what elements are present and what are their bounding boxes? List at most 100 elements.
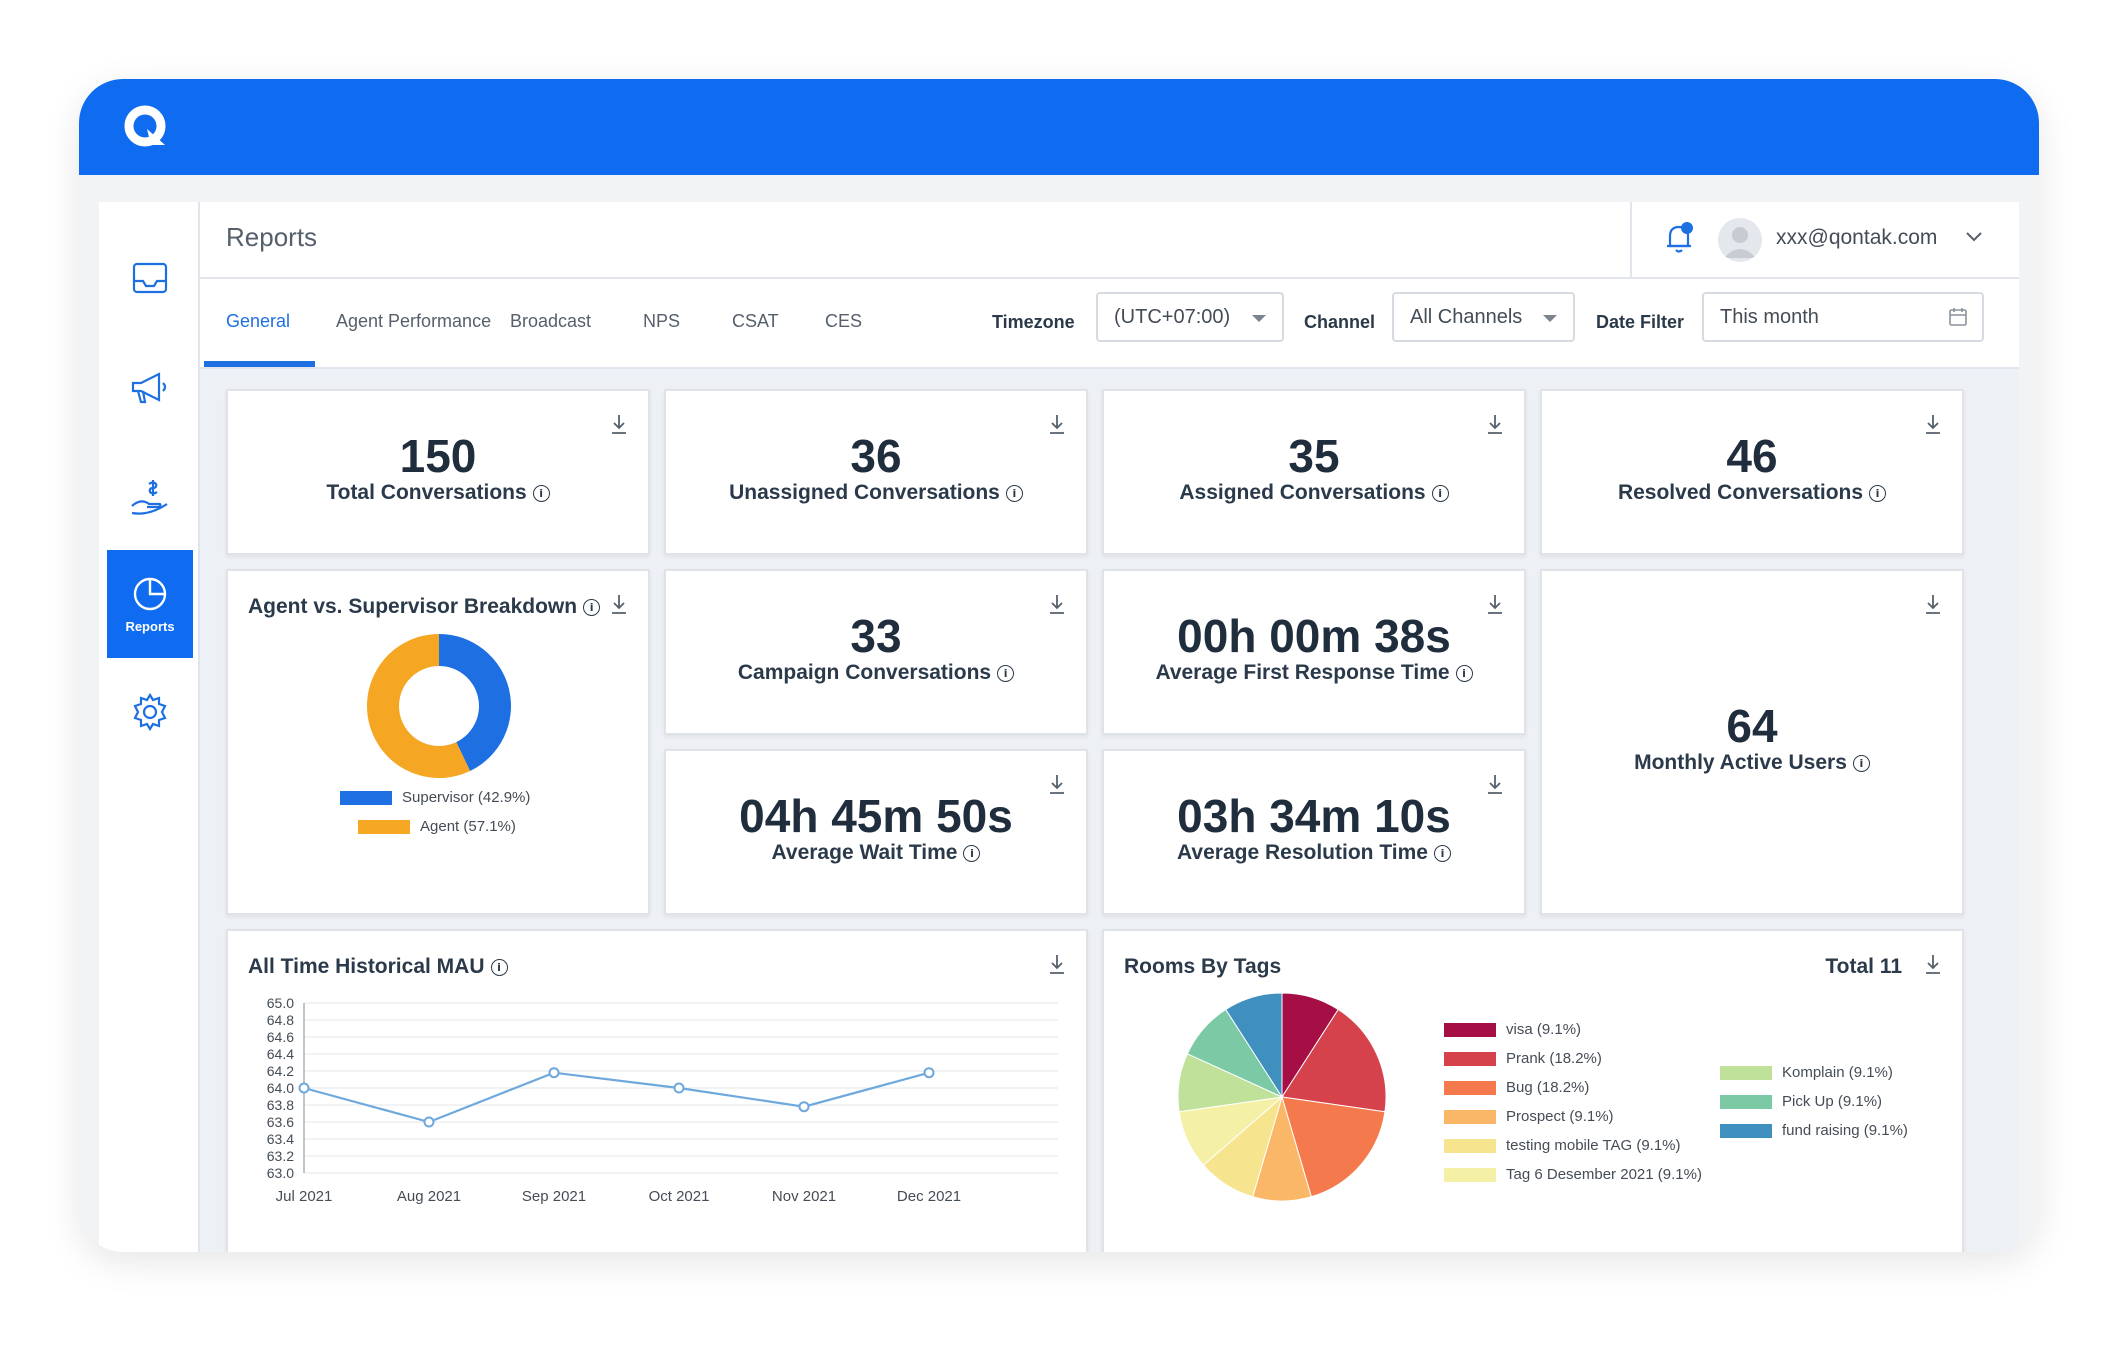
timezone-select[interactable]: (UTC+07:00) [1096, 292, 1284, 342]
legend-item: Prank (18.2%) [1444, 1050, 1602, 1067]
mau-chart-title: All Time Historical MAU [248, 955, 485, 978]
info-icon[interactable]: i [997, 664, 1015, 682]
sidebar-item-settings[interactable] [107, 658, 193, 766]
legend-label: Prospect (9.1%) [1506, 1108, 1614, 1125]
tab-nps[interactable]: NPS [643, 311, 681, 331]
y-tick-label: 64.8 [267, 1012, 294, 1028]
download-icon[interactable] [1486, 773, 1504, 795]
channel-select[interactable]: All Channels [1392, 292, 1575, 342]
legend-swatch [1720, 1094, 1772, 1109]
date-filter-label: Date Filter [1596, 312, 1685, 332]
user-email[interactable]: xxx@qontak.com [1776, 226, 1938, 249]
kpi-value: 46 [1726, 430, 1778, 482]
header-divider [1630, 202, 1632, 277]
data-point[interactable] [298, 1082, 310, 1094]
sidebar: Reports [99, 202, 200, 1252]
legend-label: Prank (18.2%) [1506, 1050, 1602, 1067]
avatar[interactable] [1718, 218, 1762, 262]
data-point[interactable] [923, 1067, 935, 1079]
info-icon[interactable]: i [583, 598, 601, 616]
legend-item: Prospect (9.1%) [1444, 1108, 1614, 1125]
legend-item: Pick Up (9.1%) [1720, 1093, 1882, 1110]
sidebar-item-reports[interactable]: Reports [107, 550, 193, 658]
timezone-value: (UTC+07:00) [1114, 306, 1231, 328]
breakdown-card: Agent vs. Supervisor Breakdown i Supervis… [226, 569, 650, 915]
legend-swatch [358, 819, 410, 834]
kpi-label-text: Total Conversations [326, 481, 527, 504]
download-icon[interactable] [1924, 953, 1942, 975]
rooms-by-tags-pie-chart [1177, 992, 1387, 1202]
tab-csat[interactable]: CSAT [732, 311, 779, 331]
download-icon[interactable] [1048, 593, 1066, 615]
sidebar-item-inbox[interactable] [107, 224, 193, 332]
legend-swatch [1444, 1051, 1496, 1066]
hand-money-icon [131, 480, 168, 515]
x-tick-label: Nov 2021 [772, 1188, 836, 1205]
sidebar-item-broadcast[interactable] [107, 334, 193, 442]
kpi-value: 03h 34m 10s [1177, 790, 1451, 842]
download-icon[interactable] [1048, 413, 1066, 435]
breakdown-donut-chart [367, 634, 511, 778]
caret-down-icon [1543, 315, 1557, 322]
y-tick-label: 64.4 [267, 1046, 294, 1062]
info-icon[interactable]: i [1869, 484, 1887, 502]
info-icon[interactable]: i [1005, 484, 1023, 502]
legend-item: Tag 6 Desember 2021 (9.1%) [1444, 1166, 1702, 1183]
tab-ces[interactable]: CES [825, 311, 863, 331]
kpi-card-average-first-response: 00h 00m 38s Average First Response Time i [1102, 569, 1526, 735]
tab-broadcast[interactable]: Broadcast [510, 311, 592, 331]
legend-item: Bug (18.2%) [1444, 1079, 1589, 1096]
y-tick-label: 63.4 [267, 1131, 294, 1147]
mau-line-chart: 65.064.864.664.464.264.063.863.663.463.2… [267, 995, 1058, 1205]
legend-item-agent: Agent (57.1%) [358, 818, 516, 835]
info-icon[interactable]: i [963, 844, 981, 862]
donut-slice-supervisor [439, 634, 511, 771]
series-line [303, 1071, 930, 1124]
info-icon[interactable]: i [1433, 844, 1451, 862]
info-icon[interactable]: i [1431, 484, 1449, 502]
notification-bell-icon[interactable] [1662, 220, 1696, 256]
info-icon[interactable]: i [532, 484, 550, 502]
x-tick-label: Aug 2021 [397, 1188, 461, 1205]
download-icon[interactable] [610, 413, 628, 435]
kpi-label: Average Resolution Time i [1104, 841, 1524, 865]
legend-item: fund raising (9.1%) [1720, 1122, 1908, 1139]
info-icon[interactable]: i [1455, 664, 1473, 682]
user-avatar-icon [1724, 227, 1756, 258]
data-point[interactable] [673, 1082, 685, 1094]
legend-label: visa (9.1%) [1506, 1021, 1582, 1038]
rooms-total-label: Total 11 [1825, 955, 1902, 978]
legend-swatch [1720, 1123, 1772, 1138]
sidebar-item-leads[interactable] [107, 442, 193, 550]
tab-general[interactable]: General [226, 311, 291, 331]
kpi-label-text: Average Resolution Time [1177, 841, 1428, 864]
download-icon[interactable] [1048, 953, 1066, 975]
download-icon[interactable] [610, 593, 628, 615]
kpi-label: Average First Response Time i [1104, 661, 1524, 685]
kpi-label-text: Campaign Conversations [737, 661, 992, 684]
download-icon[interactable] [1924, 593, 1942, 615]
download-icon[interactable] [1048, 773, 1066, 795]
data-point[interactable] [798, 1101, 810, 1113]
chevron-down-icon[interactable] [1964, 230, 1984, 244]
info-icon[interactable]: i [490, 958, 508, 976]
legend-item: visa (9.1%) [1444, 1021, 1581, 1038]
tab-agent-performance[interactable]: Agent Performance [336, 311, 492, 331]
download-icon[interactable] [1924, 413, 1942, 435]
data-point[interactable] [423, 1116, 435, 1128]
info-icon[interactable]: i [1852, 754, 1870, 772]
sidebar-item-label: Reports [125, 618, 175, 634]
tabs-bar: General Agent Performance Broadcast NPS … [200, 279, 2019, 369]
download-icon[interactable] [1486, 593, 1504, 615]
kpi-label-text: Average Wait Time [771, 841, 958, 864]
y-tick-label: 64.6 [267, 1029, 294, 1045]
x-tick-label: Dec 2021 [897, 1188, 961, 1205]
channel-label: Channel [1304, 312, 1376, 332]
kpi-card-assigned-conversations: 35 Assigned Conversations i [1102, 389, 1526, 555]
date-filter-input[interactable]: This month [1702, 292, 1984, 342]
kpi-label: Unassigned Conversations i [666, 481, 1086, 505]
pie-slice-prank [1281, 1008, 1387, 1113]
download-icon[interactable] [1486, 413, 1504, 435]
rooms-by-tags-title: Rooms By Tags [1124, 955, 1282, 978]
data-point[interactable] [548, 1067, 560, 1079]
